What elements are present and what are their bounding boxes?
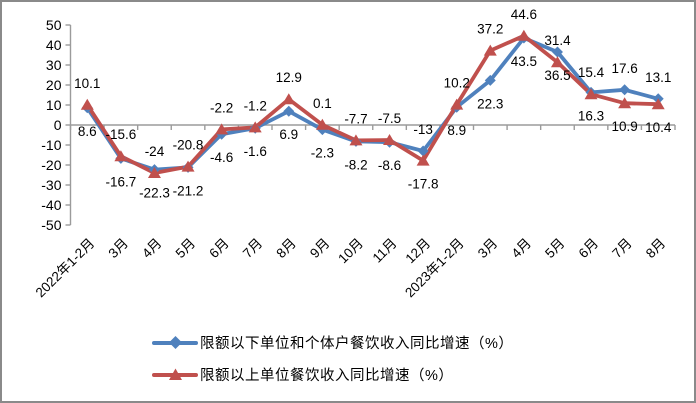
data-label: -8.6 bbox=[378, 158, 401, 173]
data-label: -7.7 bbox=[344, 111, 367, 126]
y-tick-label: 10 bbox=[46, 97, 62, 113]
triangle-data-marker bbox=[315, 118, 329, 130]
legend-swatch-blue bbox=[152, 332, 198, 353]
y-tick-label: 20 bbox=[46, 77, 62, 93]
data-label: 12.9 bbox=[276, 70, 302, 85]
y-tick-label: -10 bbox=[41, 137, 61, 153]
x-category-label: 8月 bbox=[643, 236, 668, 261]
data-label: -16.7 bbox=[105, 174, 136, 189]
diamond-data-marker bbox=[283, 105, 295, 117]
triangle-data-marker bbox=[248, 121, 262, 133]
triangle-data-marker bbox=[584, 88, 598, 100]
triangle-data-marker bbox=[618, 97, 632, 109]
x-category-label: 11月 bbox=[370, 236, 400, 266]
triangle-data-marker bbox=[282, 93, 296, 105]
x-category-label: 7月 bbox=[240, 236, 265, 261]
data-label: -7.5 bbox=[378, 111, 401, 126]
triangle-data-marker bbox=[181, 160, 195, 172]
y-tick-label: -30 bbox=[41, 177, 61, 193]
y-tick-label: 50 bbox=[46, 17, 62, 33]
data-label: -1.2 bbox=[244, 98, 267, 113]
triangle-data-marker bbox=[450, 98, 464, 110]
triangle-data-marker bbox=[416, 154, 430, 166]
data-label: 10.2 bbox=[444, 76, 470, 91]
data-label: -4.6 bbox=[210, 150, 233, 165]
x-category-label: 4月 bbox=[139, 236, 164, 261]
data-label: 0.1 bbox=[313, 96, 332, 111]
data-label: 8.6 bbox=[78, 124, 97, 139]
x-category-label: 4月 bbox=[509, 236, 534, 261]
series-line bbox=[85, 33, 661, 175]
y-tick-label: 40 bbox=[46, 37, 62, 53]
diamond-data-marker bbox=[551, 46, 563, 58]
x-category-label: 10月 bbox=[335, 236, 366, 267]
x-category-label: 2022年1-2月 bbox=[33, 236, 98, 301]
data-label: 44.6 bbox=[511, 7, 537, 22]
data-label: 15.4 bbox=[578, 65, 605, 80]
data-label: 16.3 bbox=[578, 108, 604, 123]
triangle-data-marker bbox=[651, 98, 665, 110]
triangle-data-marker bbox=[114, 150, 128, 162]
legend-label-above-quota: 限额以上单位餐饮收入同比增速（%） bbox=[200, 368, 454, 384]
data-label: -13 bbox=[413, 122, 433, 137]
x-category-label: 3月 bbox=[475, 236, 500, 261]
data-label: 31.4 bbox=[544, 33, 571, 48]
legend-label-below-quota: 限额以下单位和个体户餐饮收入同比增速（%） bbox=[200, 336, 514, 352]
x-category-label: 5月 bbox=[542, 236, 567, 261]
x-category-label: 12月 bbox=[402, 236, 433, 267]
data-label: -2.3 bbox=[311, 146, 334, 161]
triangle-data-marker bbox=[80, 98, 94, 110]
chart-legend: 限额以下单位和个体户餐饮收入同比增速（%） 限额以上单位餐饮收入同比增速（%） bbox=[152, 332, 513, 385]
data-label: 13.1 bbox=[645, 70, 671, 85]
data-label: 8.9 bbox=[447, 123, 466, 138]
x-category-label: 7月 bbox=[609, 236, 634, 261]
triangle-marker-icon bbox=[169, 368, 182, 380]
x-category-label: 3月 bbox=[106, 236, 131, 261]
y-tick-label: 0 bbox=[54, 117, 62, 133]
data-label: 6.9 bbox=[279, 127, 298, 142]
x-category-label: 9月 bbox=[307, 236, 332, 261]
data-label: 17.6 bbox=[611, 61, 637, 76]
data-label: -15.6 bbox=[105, 127, 136, 142]
triangle-data-marker bbox=[550, 56, 564, 68]
diamond-data-marker bbox=[484, 74, 496, 86]
data-label: 36.5 bbox=[544, 68, 570, 83]
data-label: -20.8 bbox=[173, 138, 204, 153]
legend-item-below-quota: 限额以下单位和个体户餐饮收入同比增速（%） bbox=[152, 332, 513, 353]
y-tick-label: 30 bbox=[46, 57, 62, 73]
data-label: -8.2 bbox=[344, 157, 367, 172]
triangle-data-marker bbox=[383, 134, 397, 145]
data-label: 43.5 bbox=[511, 54, 537, 69]
data-label: -21.2 bbox=[173, 183, 204, 198]
x-category-label: 8月 bbox=[273, 236, 298, 261]
data-label: -1.6 bbox=[244, 144, 267, 159]
legend-swatch-red bbox=[152, 364, 198, 385]
data-label: -17.8 bbox=[408, 177, 439, 192]
triangle-data-marker bbox=[147, 167, 161, 178]
y-tick-label: -50 bbox=[41, 217, 61, 233]
diamond-data-marker bbox=[619, 84, 631, 96]
y-tick-label: -20 bbox=[41, 157, 61, 173]
data-label: -24 bbox=[145, 144, 165, 159]
x-category-label: 6月 bbox=[206, 236, 231, 261]
triangle-data-marker bbox=[483, 44, 497, 56]
data-label: -2.2 bbox=[210, 100, 233, 115]
y-tick-label: -40 bbox=[41, 197, 61, 213]
data-label: 10.9 bbox=[611, 119, 637, 134]
diamond-marker-icon bbox=[169, 336, 182, 349]
data-label: 37.2 bbox=[477, 22, 503, 37]
diamond-data-marker bbox=[417, 145, 429, 157]
legend-item-above-quota: 限额以上单位餐饮收入同比增速（%） bbox=[152, 364, 513, 385]
triangle-data-marker bbox=[517, 29, 531, 41]
triangle-data-marker bbox=[349, 134, 363, 146]
data-label: 10.4 bbox=[645, 120, 672, 135]
triangle-data-marker bbox=[215, 123, 229, 135]
x-category-label: 6月 bbox=[576, 236, 601, 261]
data-label: -22.3 bbox=[139, 186, 170, 201]
data-label: 10.1 bbox=[74, 76, 100, 91]
x-category-label: 5月 bbox=[173, 236, 198, 261]
data-label: 22.3 bbox=[477, 96, 503, 111]
